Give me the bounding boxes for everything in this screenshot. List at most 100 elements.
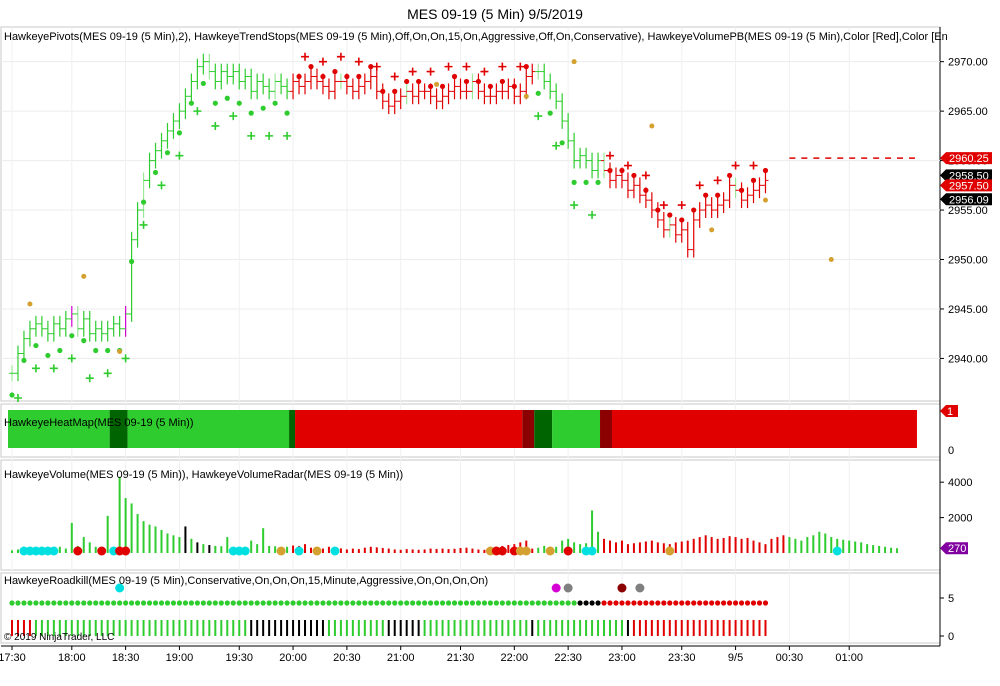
trend-stop-dot — [212, 100, 218, 106]
roadkill-dot — [170, 600, 177, 606]
volume-bar — [321, 548, 324, 553]
trend-stop-dot — [164, 150, 171, 156]
roadkill-dot — [416, 600, 422, 606]
roadkill-bar — [315, 620, 318, 636]
roadkill-bar — [764, 620, 767, 636]
roadkill-dot — [284, 600, 290, 606]
trend-stop-plus — [731, 161, 740, 170]
volume-bar — [459, 548, 462, 553]
trend-stop-plus — [31, 364, 40, 373]
roadkill-bar — [411, 620, 414, 636]
trend-stop-plus — [157, 181, 166, 190]
trend-stop-dot — [380, 88, 386, 94]
volume-bar — [650, 540, 653, 553]
trend-stop-dot — [750, 177, 757, 183]
trend-stop-plus — [229, 112, 238, 121]
roadkill-bar — [722, 620, 725, 636]
trend-stop-dot — [655, 207, 661, 213]
price-tag: 2956.09 — [940, 193, 992, 206]
volume-bar — [369, 546, 372, 553]
roadkill-bar — [573, 620, 576, 636]
roadkill-dot — [81, 600, 87, 606]
volume-bar — [399, 549, 402, 553]
roadkill-bar — [716, 620, 719, 636]
roadkill-bar — [417, 620, 420, 636]
volume-bar — [620, 540, 623, 553]
volume-bar — [405, 549, 408, 553]
roadkill-bar — [339, 620, 342, 636]
volume-radar-dot — [563, 546, 573, 556]
volume-radar-dot — [587, 546, 597, 556]
volume-bar — [136, 514, 139, 553]
roadkill-bar — [333, 620, 336, 636]
volume-bar — [848, 540, 851, 553]
heatmap-segment — [295, 410, 523, 448]
trend-stop-plus — [552, 141, 561, 150]
trend-stop-dot — [738, 187, 745, 193]
roadkill-dot — [93, 600, 99, 606]
volume-bar — [770, 538, 773, 553]
roadkill-dot — [218, 600, 224, 606]
time-tick-label: 18:00 — [58, 652, 86, 664]
trend-stop-plus — [480, 67, 489, 76]
volume-bar — [393, 549, 396, 553]
pivot-dot — [81, 273, 87, 279]
roadkill-dot — [69, 600, 75, 606]
roadkill-bar — [537, 620, 540, 636]
volume-bar — [423, 549, 426, 553]
roadkill-dot — [75, 600, 81, 606]
roadkill-dot — [727, 600, 733, 606]
roadkill-bar — [704, 620, 707, 636]
roadkill-dot — [188, 600, 194, 606]
trend-stop-dot — [320, 73, 326, 80]
trend-stop-dot — [57, 347, 63, 354]
roadkill-dot — [296, 600, 302, 606]
roadkill-bar — [274, 620, 277, 636]
trend-stop-dot — [667, 212, 673, 218]
roadkill-bar — [88, 620, 91, 636]
roadkill-bar — [76, 620, 79, 636]
time-tick-label: 21:00 — [387, 652, 415, 664]
roadkill-dot — [248, 600, 254, 606]
roadkill-signal-dot — [617, 583, 627, 593]
roadkill-dot — [152, 600, 159, 606]
roadkill-dot — [392, 600, 398, 606]
copyright-text: © 2019 NinjaTrader, LLC — [4, 632, 114, 643]
roadkill-bar — [16, 620, 19, 636]
roadkill-dot — [374, 600, 380, 606]
roadkill-dot — [619, 600, 625, 606]
heatmap-segment — [600, 410, 612, 448]
roadkill-dot — [535, 600, 541, 606]
volume-bar — [184, 526, 187, 553]
roadkill-bar — [513, 620, 516, 636]
roadkill-dot — [649, 600, 655, 606]
volume-bar — [220, 546, 223, 553]
roadkill-dot — [117, 600, 123, 606]
price-tag-box — [940, 193, 992, 206]
volume-bar — [11, 550, 13, 553]
pivot-dot — [434, 81, 440, 87]
roadkill-dot — [463, 600, 470, 606]
volume-bar — [375, 547, 378, 553]
roadkill-dot — [111, 600, 117, 606]
pivot-dot — [828, 257, 834, 263]
roadkill-dot — [260, 600, 266, 606]
roadkill-dot — [200, 600, 206, 606]
trend-stop-plus — [588, 211, 597, 219]
roadkill-bar — [106, 620, 109, 636]
roadkill-bar — [662, 620, 665, 636]
roadkill-dot — [756, 600, 763, 606]
volume-radar-dot — [294, 546, 304, 556]
trend-stop-plus — [426, 67, 435, 76]
trend-stop-dot — [152, 169, 159, 176]
volume-bar — [345, 549, 348, 553]
volume-bar — [704, 535, 707, 553]
roadkill-dot — [505, 600, 511, 606]
pivot-dot — [27, 301, 33, 307]
trend-stop-plus — [318, 57, 327, 66]
roadkill-bar — [609, 620, 611, 636]
roadkill-dot — [164, 600, 171, 606]
roadkill-dot — [182, 600, 189, 606]
